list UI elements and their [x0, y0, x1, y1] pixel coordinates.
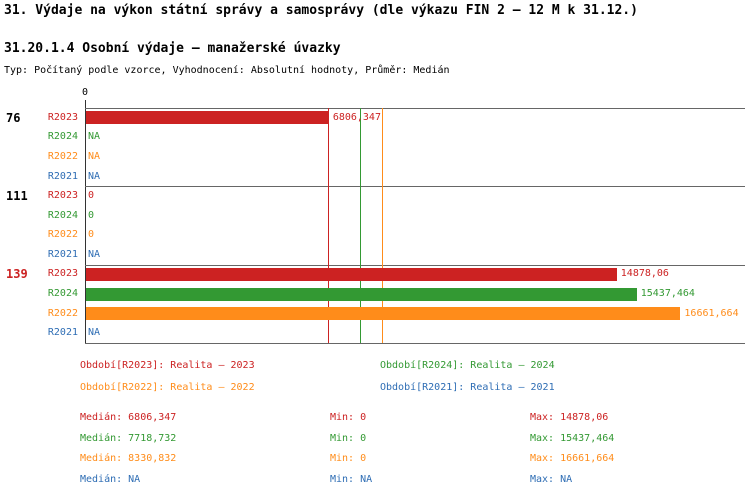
- bar-R2022: [86, 307, 681, 321]
- median-line-R2023: [327, 108, 329, 343]
- chart-meta: Typ: Počítaný podle vzorce, Vyhodnocení:…: [4, 65, 450, 76]
- stat-min-R2022: Min: 0: [330, 453, 367, 464]
- row-label-R2021: R2021: [47, 248, 78, 260]
- chart-title: 31. Výdaje na výkon státní správy a samo…: [4, 3, 638, 18]
- legend-entry-R2021: Období[R2021]: Realita – 2021: [380, 382, 555, 393]
- group-separator: [85, 264, 745, 266]
- plot-area: 0 76 R2023 6806,347 R2024 NA R2022 NA R2021 NA 111…: [6, 87, 745, 344]
- stat-min-R2023: Min: 0: [330, 412, 367, 423]
- legend-entry-R2022: Období[R2022]: Realita – 2022: [80, 382, 255, 393]
- group-separator: [85, 186, 745, 188]
- row-label-R2024: R2024: [47, 209, 78, 221]
- row-value-label: 0: [88, 209, 95, 221]
- group-label: 111: [6, 189, 28, 204]
- row-value-label: 0: [88, 190, 95, 202]
- row-value-label: NA: [88, 327, 101, 339]
- row-value-label: NA: [88, 150, 101, 162]
- median-line-R2022: [382, 108, 384, 343]
- row-label-R2024: R2024: [47, 131, 78, 143]
- chart-subtitle: 31.20.1.4 Osobní výdaje – manažerské úva…: [4, 41, 341, 56]
- row-label-R2021: R2021: [47, 170, 78, 182]
- stat-median-R2022: Medián: 8330,832: [80, 453, 177, 464]
- row-value-label: NA: [88, 131, 101, 143]
- stat-max-R2022: Max: 16661,664: [530, 453, 615, 464]
- row-label-R2022: R2022: [47, 307, 78, 319]
- row-label-R2024: R2024: [47, 288, 78, 300]
- axis-zero-label: 0: [81, 87, 89, 98]
- group-label: 76: [6, 110, 21, 125]
- group-separator: [85, 343, 745, 344]
- stat-median-R2021: Medián: NA: [80, 473, 141, 485]
- stat-max-R2024: Max: 15437,464: [530, 432, 615, 444]
- median-line-R2024: [360, 108, 362, 343]
- row-value-label: NA: [88, 170, 101, 182]
- row-label-R2022: R2022: [47, 150, 78, 162]
- group-separator: [85, 108, 745, 109]
- stat-median-R2024: Medián: 7718,732: [80, 432, 177, 444]
- legend-entry-R2024: Období[R2024]: Realita – 2024: [380, 360, 555, 371]
- y-axis-line: [85, 100, 86, 343]
- stat-min-R2024: Min: 0: [330, 432, 367, 444]
- group-label: 139: [6, 267, 28, 282]
- row-label-R2021: R2021: [47, 327, 78, 339]
- stat-max-R2021: Max: NA: [530, 473, 573, 485]
- bar-value-label: 16661,664: [684, 307, 739, 319]
- bar-R2023: [86, 111, 329, 125]
- bar-value-label: 6806,347: [332, 111, 381, 123]
- row-label-R2022: R2022: [47, 229, 78, 241]
- bar-R2023: [86, 267, 617, 281]
- row-label-R2023: R2023: [47, 268, 78, 280]
- stat-min-R2021: Min: NA: [330, 473, 373, 485]
- legend-entry-R2023: Období[R2023]: Realita – 2023: [80, 360, 255, 371]
- row-label-R2023: R2023: [47, 111, 78, 123]
- stat-max-R2023: Max: 14878,06: [530, 412, 609, 423]
- bar-value-label: 14878,06: [620, 268, 669, 280]
- bar-value-label: 15437,464: [640, 288, 695, 300]
- row-value-label: NA: [88, 248, 101, 260]
- row-label-R2023: R2023: [47, 190, 78, 202]
- stat-median-R2023: Medián: 6806,347: [80, 412, 177, 423]
- row-value-label: 0: [88, 229, 95, 241]
- bar-R2024: [86, 287, 637, 301]
